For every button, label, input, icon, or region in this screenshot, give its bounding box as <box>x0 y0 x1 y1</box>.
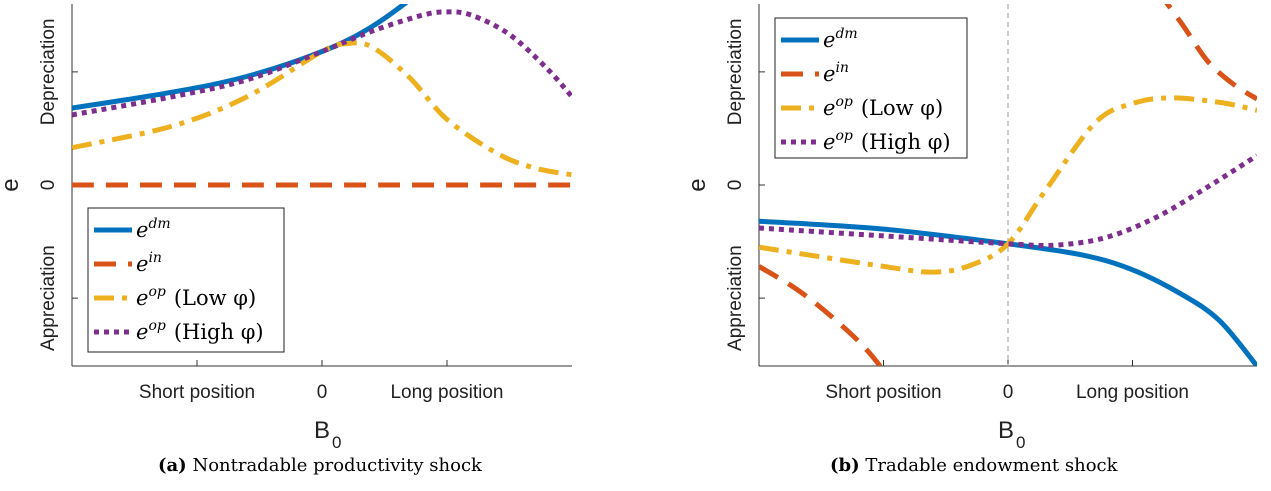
y-tick-label-a-1: 0 <box>38 180 59 191</box>
y-tick-label-b-1: 0 <box>725 180 746 191</box>
y-tick-label-b-2: Depreciation <box>725 19 746 126</box>
legend-label-b-1: ein <box>823 60 849 86</box>
x-tick-label-a-0: Short position <box>139 382 255 403</box>
y-tick-label-a-0: Appreciation <box>38 245 59 351</box>
series-line-b-3 <box>759 153 1257 248</box>
legend-label-b-2: eop (Low φ) <box>823 94 943 120</box>
caption-a: (a) Nontradable productivity shock <box>158 455 482 476</box>
legend-label-b-3: eop (High φ) <box>823 128 951 154</box>
caption-b-letter: (b) <box>830 455 860 476</box>
series-line-a-3 <box>72 9 572 118</box>
legend-a: edm ein eop (Low φ) eop (High φ) <box>87 207 285 353</box>
legend-b: edm ein eop (Low φ) eop (High φ) <box>774 17 968 159</box>
panel-b: Short position 0 Long position Appreciation… <box>684 4 1257 452</box>
panel-a: Short position 0 Long position Appreciation… <box>0 4 572 452</box>
xlabel-b: B <box>998 417 1014 444</box>
ylabel-a: e <box>0 178 24 191</box>
legend-label-b-0: edm <box>823 26 858 52</box>
xlabel-sub-b: 0 <box>1016 433 1025 452</box>
x-tick-label-b-2: Long position <box>1076 382 1189 403</box>
x-tick-label-b-1: 0 <box>1003 382 1014 403</box>
x-tick-label-b-0: Short position <box>825 382 941 403</box>
xlabel-sub-a: 0 <box>332 433 341 452</box>
legend-label-a-1: ein <box>136 250 162 276</box>
series-line-a-0 <box>72 4 409 111</box>
xlabel-a: B <box>314 417 330 444</box>
caption-a-letter: (a) <box>158 455 187 476</box>
series-line-a-2 <box>72 40 572 178</box>
x-tick-label-a-1: 0 <box>317 382 328 403</box>
caption-a-text: Nontradable productivity shock <box>192 455 482 476</box>
legend-label-a-2: eop (Low φ) <box>136 284 256 310</box>
caption-b-text: Tradable endowment shock <box>865 455 1118 476</box>
series-line-b-2 <box>759 95 1257 275</box>
series-line-b-0 <box>759 218 1257 366</box>
y-tick-label-b-0: Appreciation <box>725 245 746 351</box>
x-tick-label-a-2: Long position <box>390 382 503 403</box>
series-group-a <box>72 4 572 188</box>
series-group-b <box>759 4 1257 366</box>
legend-label-a-3: eop (High φ) <box>136 318 264 344</box>
legend-label-a-0: edm <box>136 216 171 242</box>
series-line-b-in-right <box>1164 4 1257 102</box>
ylabel-b: e <box>684 178 711 191</box>
caption-b: (b) Tradable endowment shock <box>830 455 1118 476</box>
y-tick-label-a-2: Depreciation <box>38 19 59 126</box>
